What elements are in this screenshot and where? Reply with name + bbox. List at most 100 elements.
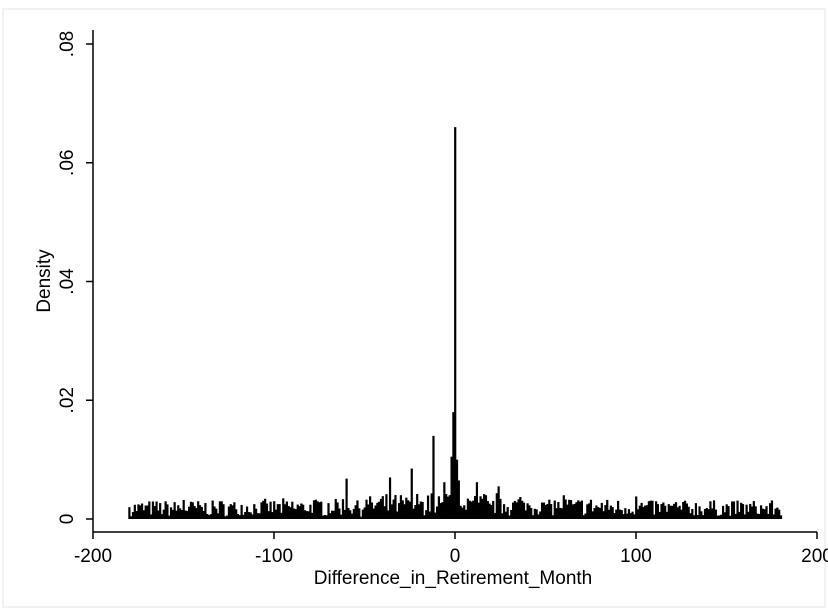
histogram-bar [387, 510, 390, 519]
y-tick-label: .06 [57, 150, 78, 176]
histogram-bar [758, 513, 761, 519]
histogram-bar [202, 511, 205, 519]
histogram-bar [260, 502, 263, 519]
histogram-bar [394, 495, 397, 519]
histogram-bar [584, 513, 587, 519]
histogram-bar [578, 501, 582, 519]
histogram-bar [410, 468, 413, 519]
histogram-bar [493, 512, 497, 519]
histogram-bar [401, 500, 404, 519]
histogram-bar [378, 501, 381, 519]
histogram-bar [341, 499, 345, 519]
histogram-bar [660, 503, 663, 519]
histogram-bar [698, 506, 701, 519]
histogram-bar [350, 513, 354, 519]
histogram-bar [446, 496, 450, 519]
histogram-bar [615, 509, 618, 519]
histogram-bar [171, 509, 174, 519]
y-tick-label: .02 [57, 387, 78, 413]
histogram-bar [557, 502, 560, 519]
histogram-bar [361, 509, 364, 519]
histogram-bar [287, 506, 290, 519]
histogram-bar [566, 504, 569, 519]
histogram-bar [302, 504, 305, 519]
histogram-bar [732, 501, 736, 519]
histogram-bar [569, 500, 573, 519]
histogram-bar [602, 511, 605, 519]
histogram-bar [573, 503, 576, 519]
histogram-bar [249, 512, 252, 519]
histogram-bar [343, 509, 346, 519]
histogram-bar [227, 506, 231, 519]
histogram-bar [683, 500, 687, 519]
histogram-bar [269, 501, 272, 519]
histogram-bar [720, 514, 723, 519]
histogram-bar [256, 513, 260, 519]
histogram-bar [370, 502, 374, 519]
histogram-bar [399, 495, 403, 519]
histogram-bar [374, 505, 377, 519]
histogram-bar [293, 508, 296, 519]
histogram-bar [716, 515, 719, 519]
histogram-bar [600, 502, 603, 519]
histogram-bar [475, 482, 479, 519]
histogram-bar [247, 512, 250, 519]
histogram-bar [403, 504, 406, 519]
histogram-bar [551, 515, 555, 519]
histogram-bar [271, 512, 274, 519]
histogram-bar [474, 496, 477, 519]
histogram-bar [620, 510, 623, 519]
histogram-bar [749, 503, 752, 519]
histogram-bar [580, 500, 584, 519]
histogram-bar [486, 500, 489, 519]
histogram-bar [649, 500, 652, 519]
histogram-bar [224, 516, 227, 519]
histogram-bar [148, 501, 151, 519]
x-tick-label: 200 [801, 546, 828, 567]
histogram-bar [244, 512, 247, 519]
histogram-bar [763, 509, 766, 519]
histogram-bar [651, 500, 654, 519]
histogram-bar [144, 505, 147, 519]
histogram-bar [139, 505, 142, 519]
x-tick-label: 0 [450, 546, 461, 567]
histogram-bar [434, 512, 437, 519]
histogram-bar [425, 510, 428, 519]
histogram-bar [253, 504, 256, 519]
histogram-bar [513, 500, 517, 519]
histogram-bar [495, 493, 498, 519]
histogram-bar [470, 501, 473, 519]
histogram-bar [291, 501, 294, 519]
histogram-bar [477, 502, 480, 519]
histogram-bar [555, 508, 558, 519]
histogram-bar [611, 507, 614, 519]
histogram-bar [707, 509, 710, 519]
histogram-bar [700, 511, 703, 519]
histogram-bar [671, 505, 674, 519]
histogram-bar [459, 505, 462, 519]
histogram-bar [540, 502, 544, 519]
histogram-bar [779, 515, 783, 519]
histogram-bar [206, 513, 209, 519]
histogram-bar [535, 509, 538, 519]
histogram-bar [740, 502, 743, 519]
histogram-bar [769, 503, 772, 519]
histogram-bar [264, 498, 267, 519]
histogram-bar [372, 508, 375, 519]
histogram-bar [160, 514, 164, 519]
histogram-bar [452, 412, 455, 519]
histogram-bar [340, 514, 343, 519]
histogram-bar [725, 504, 728, 519]
histogram-bar [358, 508, 361, 519]
histogram-bar [761, 508, 765, 519]
histogram-bar [159, 503, 162, 519]
histogram-bar [381, 496, 384, 519]
histogram-bar [320, 501, 323, 519]
histogram-bar [562, 495, 565, 519]
histogram-bar [309, 504, 312, 519]
histogram-bar [591, 511, 594, 519]
histogram-bar [752, 501, 755, 519]
histogram-bar [423, 515, 426, 519]
histogram-bar [492, 500, 495, 519]
histogram-bar [738, 511, 741, 519]
